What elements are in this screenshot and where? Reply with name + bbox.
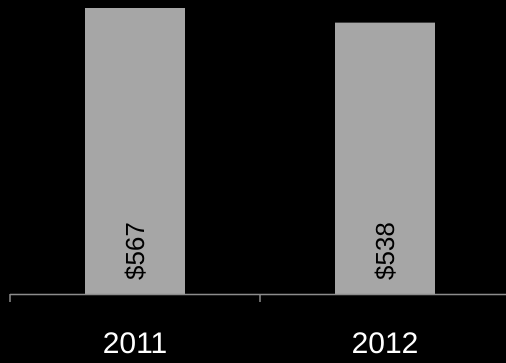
data-label-2012: $538 [370,222,400,280]
bar-2011 [85,8,185,294]
x-tick-label-2011: 2011 [103,327,168,358]
data-labels-layer: $567 $538 [120,222,400,280]
bars-layer [85,8,435,294]
data-label-2011: $567 [120,222,150,280]
x-tick-label-2012: 2012 [352,327,419,358]
x-tick-labels: 2011 2012 [103,327,419,360]
x-axis [9,293,506,302]
bar-2012 [335,22,435,294]
